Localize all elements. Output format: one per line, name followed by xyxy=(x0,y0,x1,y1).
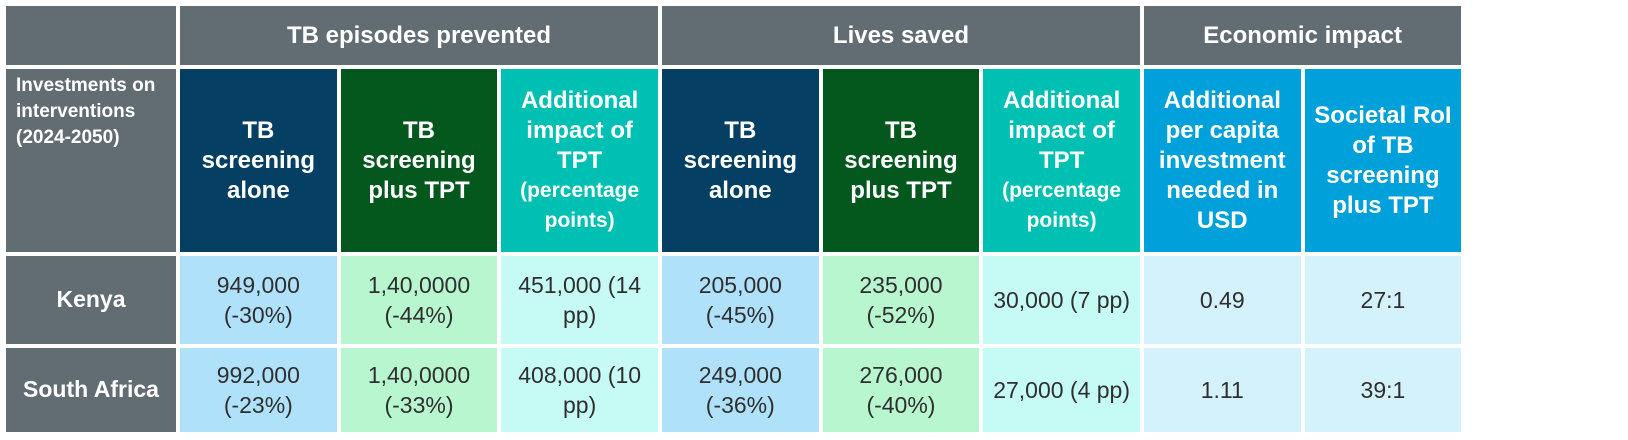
table-row-kenya: Kenya 949,000 (-30%) 1,40,0000 (-44%) 45… xyxy=(6,255,1622,344)
country-label: South Africa xyxy=(6,347,176,432)
cell-ls-tb-screening-plus-tpt: 276,000 (-40%) xyxy=(822,347,980,432)
cell-ep-tb-screening-plus-tpt: 1,40,0000 (-33%) xyxy=(340,347,498,432)
table-row-south-africa: South Africa 992,000 (-23%) 1,40,0000 (-… xyxy=(6,347,1622,432)
cell-ls-tb-screening-plus-tpt: 235,000 (-52%) xyxy=(822,255,980,344)
cell-ls-tb-screening-alone: 249,000 (-36%) xyxy=(661,347,819,432)
col-ls-additional-impact-label: Additional impact of TPT xyxy=(1002,86,1121,174)
cell-additional-per-capita-investment: 0.49 xyxy=(1143,255,1301,344)
cell-ep-additional-impact: 451,000 (14 pp) xyxy=(501,255,658,344)
col-additional-per-capita-investment: Additional per capita investment needed … xyxy=(1143,69,1301,252)
col-ep-additional-impact-label: Additional impact of TPT xyxy=(520,86,639,174)
col-ep-tb-screening-alone: TB screening alone xyxy=(180,69,337,252)
col-ls-percentage-points-label: (percentage points) xyxy=(1002,178,1122,232)
cell-additional-per-capita-investment: 1.11 xyxy=(1143,347,1301,432)
group-lives-saved: Lives saved xyxy=(661,6,1140,66)
col-societal-roi: Societal RoI of TB screening plus TPT xyxy=(1304,69,1462,252)
cell-societal-roi: 27:1 xyxy=(1304,255,1462,344)
country-label: Kenya xyxy=(6,255,176,344)
corner-cell xyxy=(6,6,176,66)
cell-ep-tb-screening-alone: 992,000 (-23%) xyxy=(180,347,337,432)
cell-ls-additional-impact: 27,000 (4 pp) xyxy=(983,347,1140,432)
col-ls-additional-impact: Additional impact of TPT (percentage poi… xyxy=(983,69,1140,252)
row-header-label: Investments on interventions (2024-2050) xyxy=(6,69,176,252)
group-header-row: TB episodes prevented Lives saved Econom… xyxy=(6,6,1622,66)
cell-ep-additional-impact: 408,000 (10 pp) xyxy=(501,347,658,432)
group-economic-impact: Economic impact xyxy=(1143,6,1462,66)
cell-ep-tb-screening-plus-tpt: 1,40,0000 (-44%) xyxy=(340,255,498,344)
cell-ls-tb-screening-alone: 205,000 (-45%) xyxy=(661,255,819,344)
col-ep-additional-impact: Additional impact of TPT (percentage poi… xyxy=(501,69,658,252)
col-ls-tb-screening-plus-tpt: TB screening plus TPT xyxy=(822,69,980,252)
column-header-row: Investments on interventions (2024-2050)… xyxy=(6,69,1622,252)
group-tb-episodes-prevented: TB episodes prevented xyxy=(180,6,658,66)
col-ep-tb-screening-plus-tpt: TB screening plus TPT xyxy=(340,69,498,252)
cell-ls-additional-impact: 30,000 (7 pp) xyxy=(983,255,1140,344)
col-ls-tb-screening-alone: TB screening alone xyxy=(661,69,819,252)
col-ep-percentage-points-label: (percentage points) xyxy=(520,178,640,232)
cell-societal-roi: 39:1 xyxy=(1304,347,1462,432)
cell-ep-tb-screening-alone: 949,000 (-30%) xyxy=(180,255,337,344)
